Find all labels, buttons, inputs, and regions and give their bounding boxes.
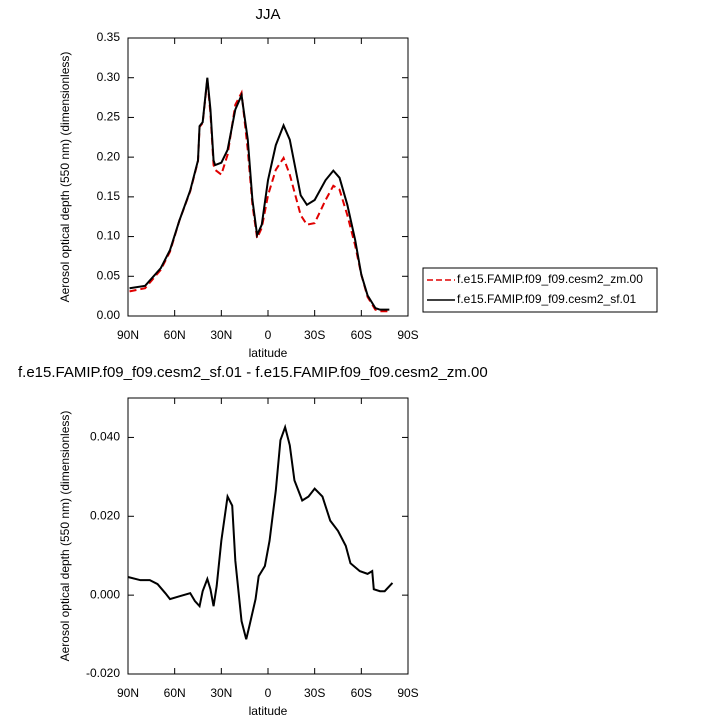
y-tick-label: 0.25 (97, 110, 121, 124)
y-tick-label: 0.000 (90, 587, 120, 601)
x-axis-label: latitude (249, 704, 288, 718)
legend-label: f.e15.FAMIP.f09_f09.cesm2_sf.01 (457, 292, 637, 306)
x-tick-label: 0 (265, 686, 272, 700)
y-tick-label: 0.00 (97, 308, 121, 322)
x-tick-label: 60S (351, 328, 372, 342)
y-tick-label: -0.020 (86, 666, 120, 680)
data-line (127, 423, 394, 640)
x-tick-label: 30S (304, 328, 325, 342)
y-tick-label: 0.10 (97, 229, 121, 243)
x-tick-label: 90N (117, 328, 139, 342)
x-tick-label: 30N (210, 328, 232, 342)
y-axis-label: Aerosol optical depth (550 nm) (dimensio… (58, 411, 72, 662)
legend-label: f.e15.FAMIP.f09_f09.cesm2_zm.00 (457, 272, 643, 286)
y-tick-label: 0.30 (97, 70, 121, 84)
chart-title: f.e15.FAMIP.f09_f09.cesm2_sf.01 - f.e15.… (18, 364, 488, 381)
x-tick-label: 60S (351, 686, 372, 700)
data-line (129, 79, 390, 313)
y-tick-label: 0.20 (97, 149, 121, 163)
chart-title: JJA (255, 6, 280, 23)
x-tick-label: 90S (397, 686, 418, 700)
y-tick-label: 0.05 (97, 268, 121, 282)
legend-box (422, 267, 658, 313)
x-tick-label: 0 (265, 328, 272, 342)
y-axis-label: Aerosol optical depth (550 nm) (dimensio… (58, 52, 72, 303)
x-tick-label: 60N (164, 686, 186, 700)
x-tick-label: 60N (164, 328, 186, 342)
x-tick-label: 90S (397, 328, 418, 342)
x-axis-label: latitude (249, 346, 288, 360)
y-tick-label: 0.040 (90, 430, 120, 444)
x-tick-label: 30S (304, 686, 325, 700)
x-tick-label: 90N (117, 686, 139, 700)
x-tick-label: 30N (210, 686, 232, 700)
y-tick-label: 0.15 (97, 189, 121, 203)
plot-frame (127, 397, 409, 675)
y-tick-label: 0.020 (90, 508, 120, 522)
y-tick-label: 0.35 (97, 30, 121, 44)
data-line (129, 77, 390, 311)
